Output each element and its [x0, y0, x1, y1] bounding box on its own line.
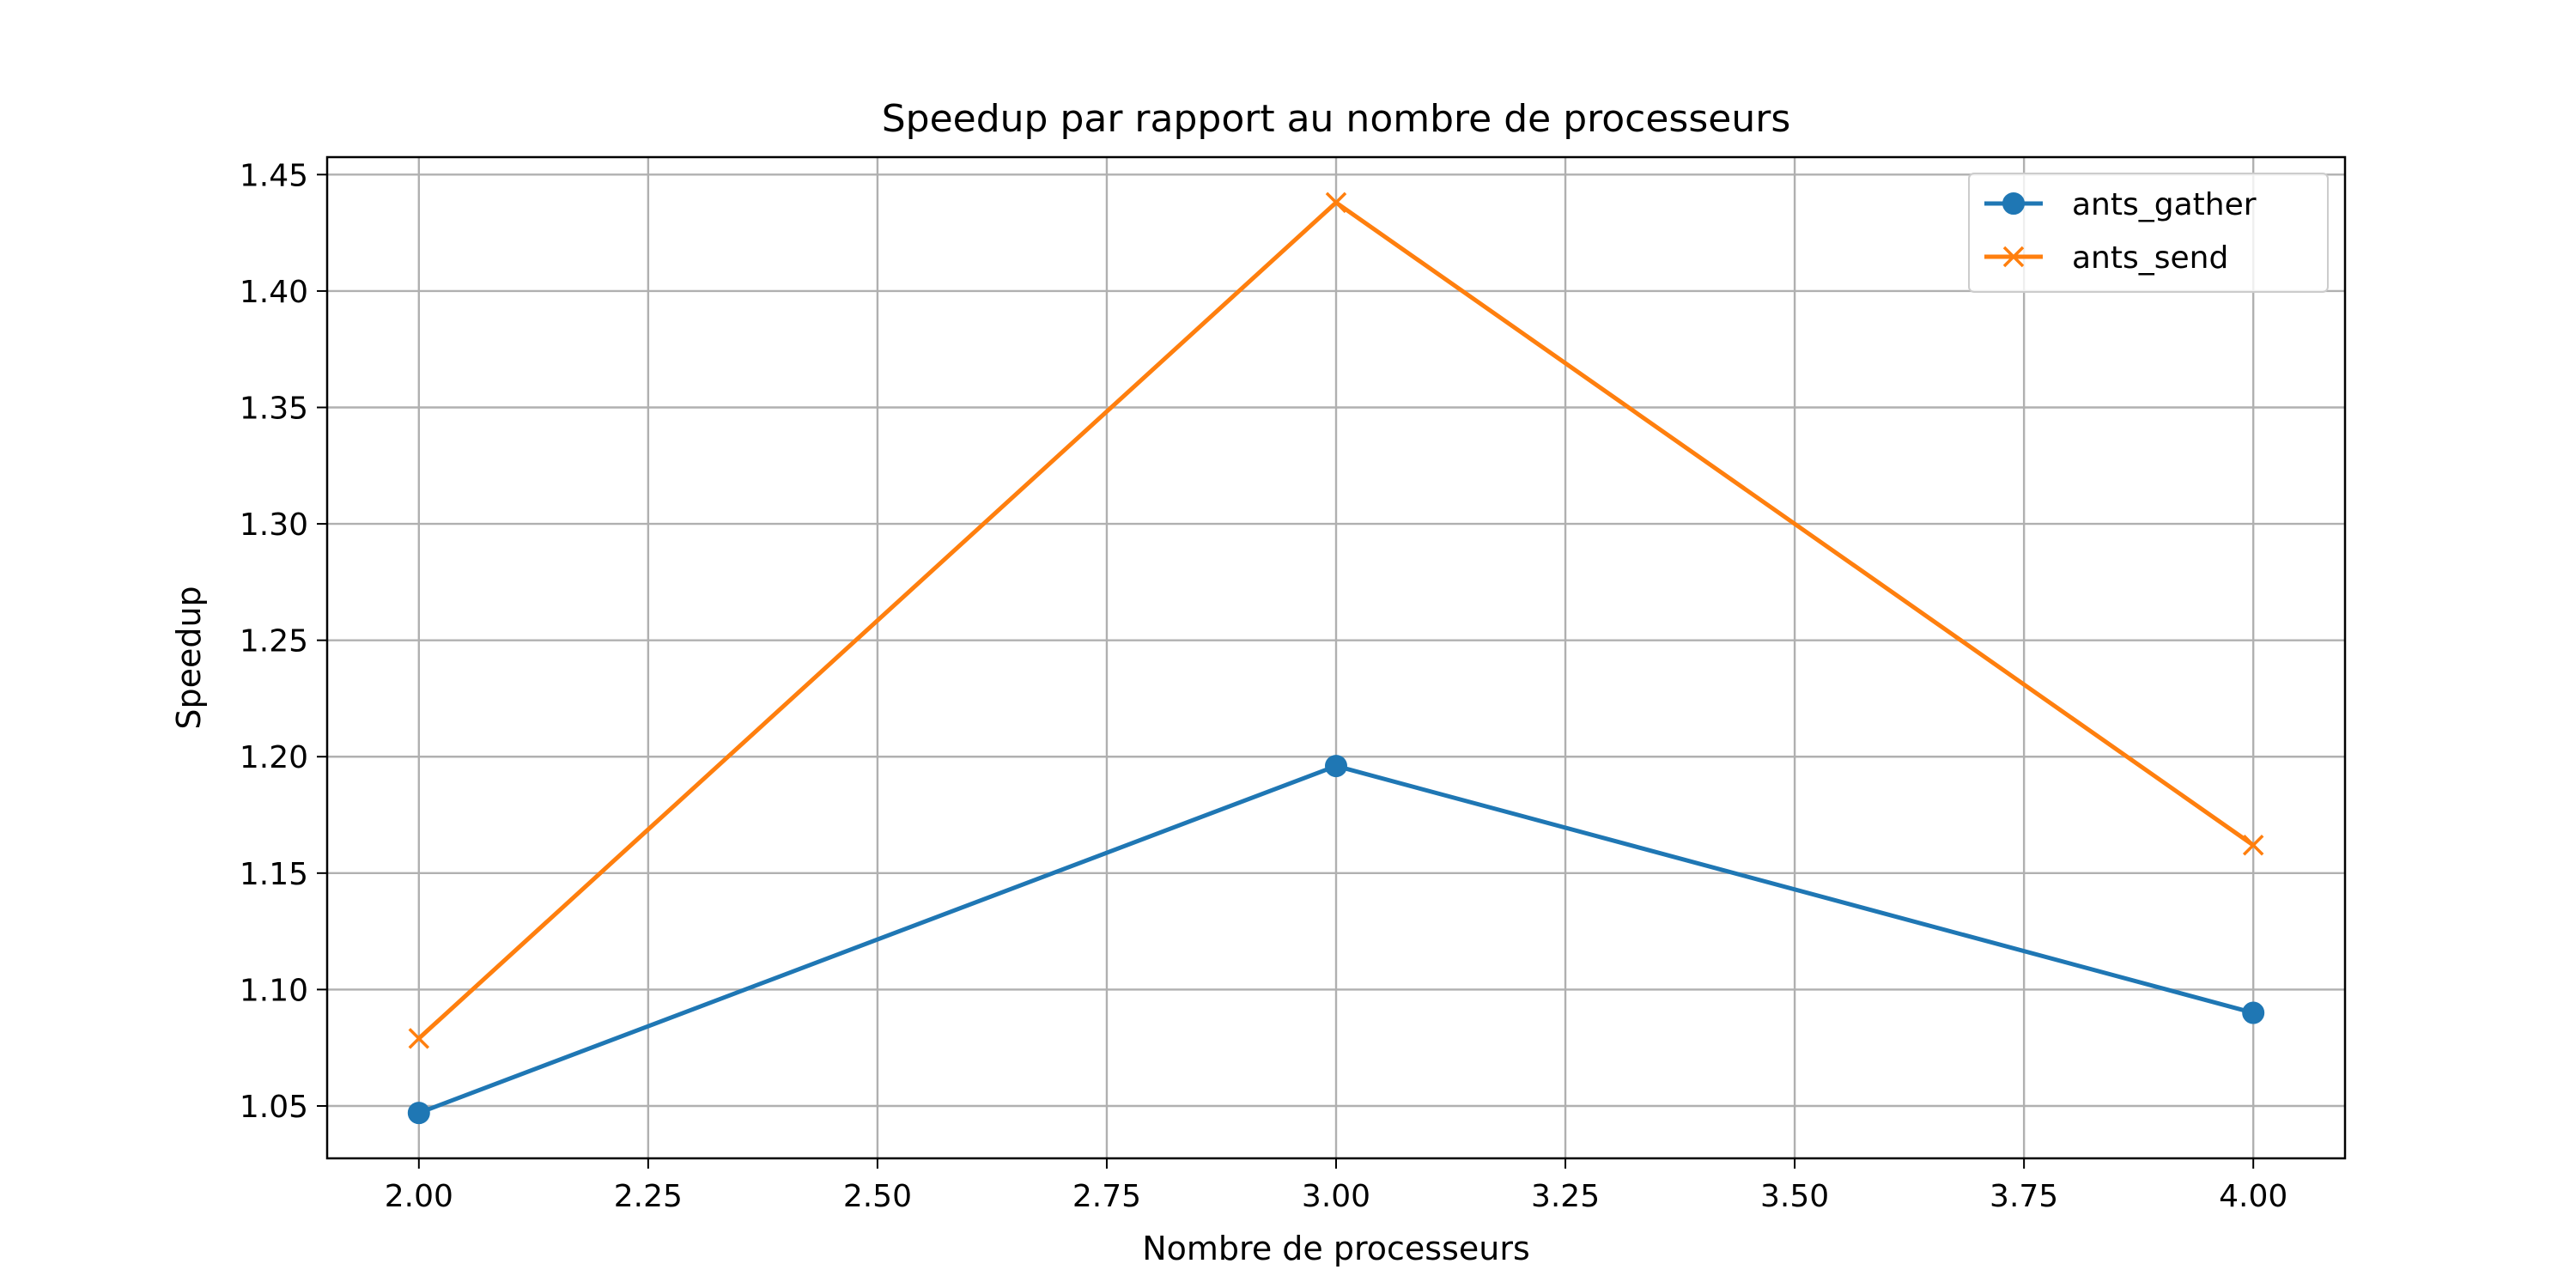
data-point	[1325, 755, 1347, 778]
data-point	[2242, 835, 2264, 856]
x-tick-label: 4.00	[2219, 1179, 2287, 1214]
y-tick-label: 1.20	[240, 740, 308, 775]
legend-box	[1968, 173, 2329, 293]
legend-marker	[2002, 246, 2025, 268]
data-point	[407, 1102, 430, 1125]
y-tick-label: 1.25	[240, 624, 308, 659]
chart-title: Speedup par rapport au nombre de process…	[882, 97, 1791, 141]
x-tick-label: 3.00	[1302, 1179, 1370, 1214]
y-tick-label: 1.05	[240, 1090, 308, 1125]
x-tick-label: 3.75	[1990, 1179, 2058, 1214]
legend-label: ants_send	[2072, 240, 2228, 276]
legend-label: ants_gather	[2072, 187, 2257, 222]
legend-item-ants-gather: ants_gather	[1984, 187, 2257, 222]
y-tick-label: 1.45	[240, 158, 308, 193]
y-axis-label: Speedup	[170, 586, 208, 729]
x-axis-label: Nombre de processeurs	[1142, 1230, 1530, 1267]
series-layer	[407, 191, 2265, 1125]
x-tick-label: 2.25	[614, 1179, 683, 1214]
data-point	[1325, 191, 1347, 214]
y-tick-label: 1.40	[240, 275, 308, 310]
y-tick-label: 1.15	[240, 857, 308, 892]
series-ants-gather	[407, 755, 2265, 1125]
y-tick-label: 1.10	[240, 973, 308, 1008]
x-tick-label: 3.50	[1760, 1179, 1829, 1214]
legend-item-ants-send: ants_send	[1984, 240, 2228, 276]
grid-lines	[327, 157, 2345, 1158]
legend: ants_gather ants_send	[1968, 173, 2329, 293]
axis-ticks: 2.00 2.25 2.50 2.75 3.00 3.25 3.50 3.75 4.00 1.05…	[240, 158, 2287, 1214]
x-tick-label: 3.25	[1531, 1179, 1600, 1214]
data-point	[2242, 1001, 2265, 1024]
x-tick-label: 2.00	[385, 1179, 453, 1214]
y-tick-label: 1.30	[240, 507, 308, 543]
y-tick-label: 1.35	[240, 392, 308, 427]
legend-marker	[2002, 192, 2025, 215]
data-point	[408, 1028, 430, 1049]
x-tick-label: 2.75	[1072, 1179, 1141, 1214]
series-ants-send	[408, 191, 2264, 1049]
x-tick-label: 2.50	[843, 1179, 912, 1214]
